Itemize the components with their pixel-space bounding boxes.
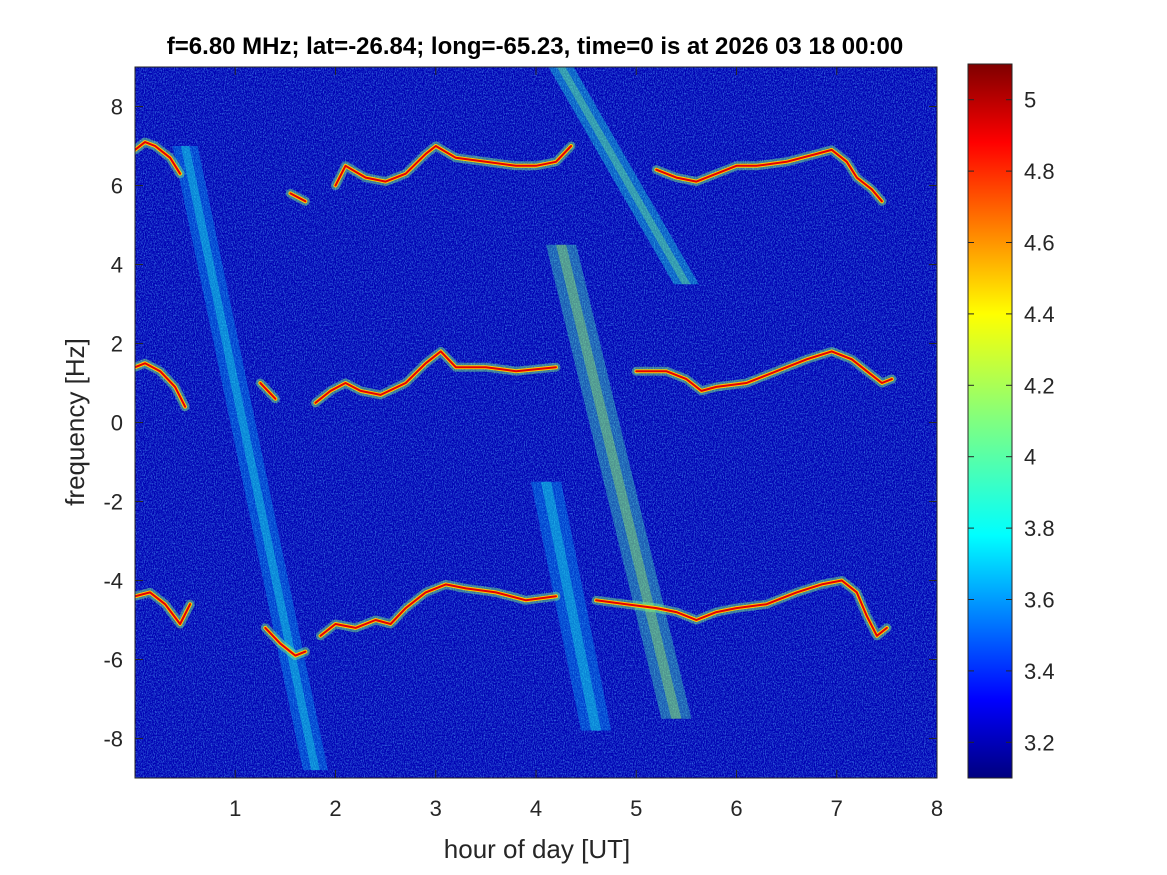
colorbar-ticks: 5 4.8 4.6 4.4 4.2 4 3.8 3.6 3.4 3.2 — [968, 88, 1055, 755]
trace-layer — [135, 137, 897, 661]
colorbar-gradient — [967, 63, 1013, 779]
x-axis: 1 2 3 4 5 6 7 8 — [229, 67, 943, 821]
colorbar-tick-label: 3.4 — [1024, 659, 1055, 684]
colorbar-tick-label: 4.4 — [1024, 302, 1055, 327]
middle-band-segment-3 — [635, 350, 893, 392]
y-tick-label: 2 — [111, 332, 123, 357]
x-axis-label: hour of day [UT] — [444, 834, 630, 864]
y-tick-label: -4 — [103, 569, 123, 594]
x-tick-label: 7 — [831, 796, 843, 821]
plume-3 — [530, 481, 612, 731]
plot-area — [134, 66, 938, 779]
plume-2 — [546, 244, 692, 719]
colorbar-tick-label: 5 — [1024, 88, 1036, 113]
y-tick-label: 0 — [111, 411, 123, 436]
colorbar-tick-label: 4.2 — [1024, 373, 1055, 398]
middle-band-segment-1 — [259, 382, 277, 400]
colorbar-tick-label: 4 — [1024, 445, 1036, 470]
x-tick-label: 2 — [329, 796, 341, 821]
top-band-segment-0 — [135, 141, 182, 175]
y-axis: 8 6 4 2 0 -2 -4 -6 -8 — [103, 95, 937, 752]
bottom-band-segment-1 — [264, 626, 307, 657]
colorbar-tick-label: 4.6 — [1024, 231, 1055, 256]
y-tick-label: 4 — [111, 253, 123, 278]
bottom-band-segment-2 — [319, 583, 557, 637]
bottom-band-segment-3 — [595, 579, 888, 637]
top-band-segment-1 — [289, 192, 307, 203]
top-band-segment-3 — [655, 148, 883, 203]
y-tick-label: -6 — [103, 648, 123, 673]
colorbar: 5 4.8 4.6 4.4 4.2 4 3.8 3.6 3.4 3.2 — [967, 63, 1055, 779]
plume-core-1 — [556, 67, 691, 285]
x-tick-label: 3 — [430, 796, 442, 821]
plume-layer — [172, 67, 699, 771]
y-tick-label: 6 — [111, 174, 123, 199]
y-axis-label: frequency [Hz] — [60, 338, 90, 506]
colorbar-tick-label: 3.6 — [1024, 588, 1055, 613]
plot-noise-texture — [135, 67, 937, 778]
x-tick-label: 8 — [931, 796, 943, 821]
y-tick-label: 8 — [111, 95, 123, 120]
colorbar-tick-label: 4.8 — [1024, 159, 1055, 184]
plume-core-0 — [180, 146, 320, 771]
plume-core-2 — [556, 244, 682, 719]
x-tick-label: 4 — [530, 796, 542, 821]
colorbar-tick-label: 3.8 — [1024, 516, 1055, 541]
plume-core-3 — [541, 481, 602, 731]
colorbar-tick-label: 3.2 — [1024, 730, 1055, 755]
y-tick-label: -8 — [103, 727, 123, 752]
middle-band-segment-0 — [135, 362, 187, 408]
x-tick-label: 6 — [730, 796, 742, 821]
y-tick-label: -2 — [103, 490, 123, 515]
top-band-segment-2 — [334, 145, 573, 187]
bottom-band-segment-0 — [135, 591, 192, 625]
chart-title: f=6.80 MHz; lat=-26.84; long=-65.23, tim… — [167, 33, 903, 60]
x-tick-label: 5 — [630, 796, 642, 821]
middle-band-segment-2 — [314, 350, 557, 404]
x-tick-label: 1 — [229, 796, 241, 821]
plume-1 — [548, 67, 699, 285]
plume-0 — [172, 146, 328, 771]
